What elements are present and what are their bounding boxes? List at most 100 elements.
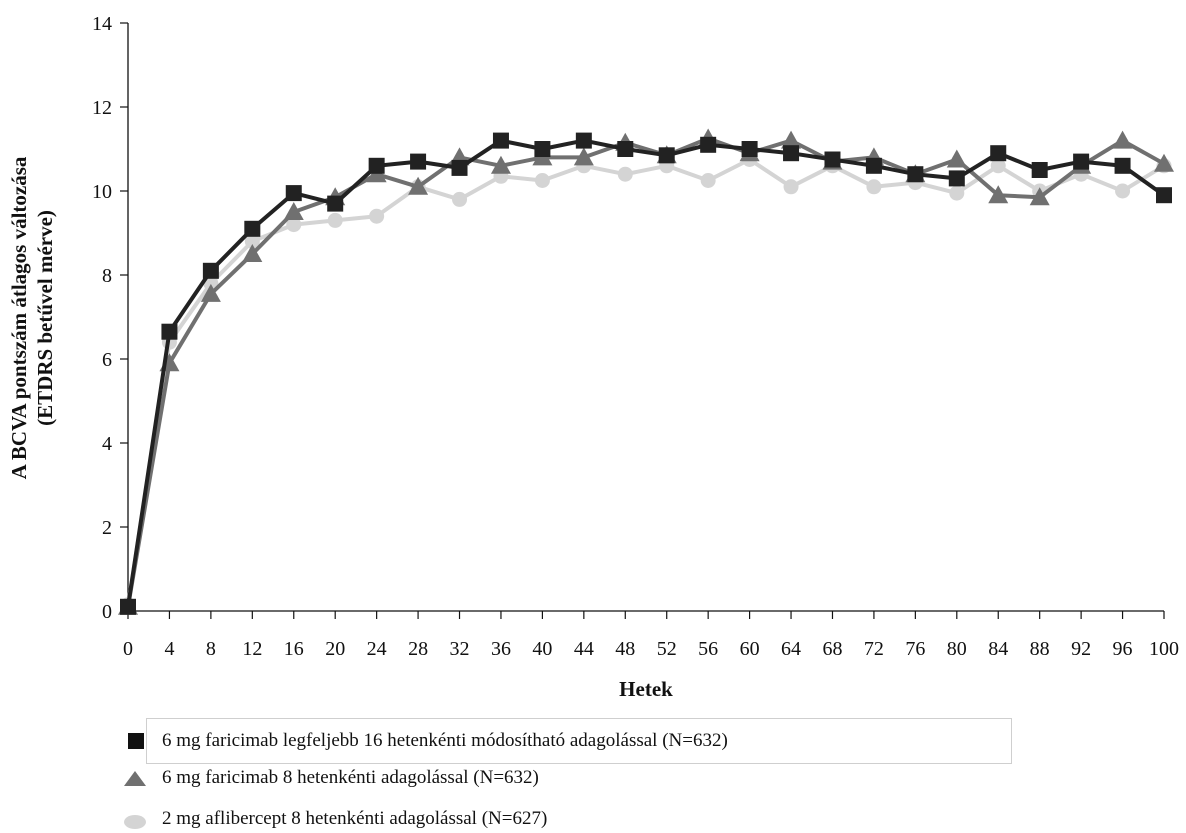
data-point	[490, 155, 511, 174]
data-point	[244, 220, 261, 237]
data-point	[244, 233, 260, 249]
data-point	[907, 166, 924, 183]
data-point	[990, 145, 1007, 162]
x-tick-label: 92	[1071, 638, 1091, 660]
data-point	[781, 130, 802, 149]
x-tick-label: 72	[864, 638, 884, 660]
x-tick-label: 48	[615, 638, 635, 660]
y-axis-ticks: 0 2 4 6 8 10 12 14	[92, 13, 128, 623]
data-point	[658, 147, 675, 164]
data-point	[783, 179, 799, 195]
y-tick-label: 0	[102, 601, 112, 623]
x-tick-label: 20	[325, 638, 345, 660]
x-axis-ticks: 0 4 8 12 16 20 24 28 32 36 40 44 48 52 56 60 64 68 72 76 80 8…	[123, 611, 1179, 660]
data-point	[452, 191, 468, 207]
data-point	[948, 170, 965, 187]
legend-item-faricimab-8w: 6 mg faricimab 8 hetenkénti adagolással …	[122, 764, 539, 792]
circle-marker-icon	[124, 815, 146, 829]
axes	[127, 23, 1164, 612]
data-point	[120, 598, 136, 615]
y-tick-label: 4	[102, 433, 112, 455]
x-tick-label: 96	[1113, 638, 1133, 660]
y-tick-label: 6	[102, 349, 112, 371]
data-point	[700, 136, 717, 153]
y-tick-label: 10	[92, 181, 112, 203]
data-point	[741, 141, 758, 157]
data-point	[451, 159, 468, 176]
data-point	[865, 157, 882, 174]
legend-item-faricimab-16w: 6 mg faricimab legfeljebb 16 hetenkénti …	[122, 727, 728, 755]
x-tick-label: 32	[450, 638, 470, 660]
x-tick-label: 40	[532, 638, 552, 660]
data-point	[1112, 130, 1133, 149]
data-point	[1115, 183, 1131, 199]
series-line	[126, 138, 1166, 608]
y-axis-title-line-1: A BCVA pontszám átlagos változása	[7, 156, 31, 479]
x-tick-label: 64	[781, 638, 801, 660]
x-tick-label: 52	[657, 638, 677, 660]
data-point	[783, 145, 800, 162]
data-point	[946, 149, 967, 168]
x-tick-label: 24	[367, 638, 387, 660]
data-point	[283, 202, 304, 220]
series-line	[126, 136, 1165, 608]
x-tick-label: 56	[698, 638, 718, 660]
data-point	[285, 185, 302, 202]
x-tick-label: 68	[822, 638, 842, 660]
data-point	[286, 217, 302, 233]
data-point	[534, 173, 550, 188]
data-point	[575, 132, 592, 149]
y-axis-title: A BCVA pontszám átlagos változása (ETDRS…	[7, 156, 57, 479]
y-axis-title-line-2: (ETDRS betűvel mérve)	[33, 210, 57, 426]
plot-area	[118, 128, 1174, 615]
legend-box	[146, 718, 1012, 764]
data-point	[617, 141, 634, 157]
legend-item-aflibercept-8w: 2 mg aflibercept 8 hetenkénti adagolássa…	[122, 805, 547, 833]
legend-label: 2 mg aflibercept 8 hetenkénti adagolássa…	[162, 808, 548, 829]
data-point	[1156, 187, 1172, 204]
data-point	[573, 147, 594, 166]
data-point	[368, 157, 385, 174]
legend-label: 6 mg faricimab 8 hetenkénti adagolással …	[162, 767, 539, 788]
x-tick-label: 4	[164, 638, 174, 660]
triangle-marker-icon	[124, 771, 146, 786]
data-point	[492, 132, 509, 149]
data-point	[202, 262, 219, 279]
data-point	[866, 179, 882, 195]
data-point	[824, 151, 841, 168]
x-axis-title: Hetek	[619, 677, 673, 701]
x-tick-label: 76	[905, 638, 925, 660]
y-tick-label: 8	[102, 265, 112, 287]
series-line	[126, 157, 1166, 606]
data-point	[617, 166, 633, 182]
square-marker-icon	[128, 733, 144, 749]
x-tick-label: 60	[740, 638, 760, 660]
x-tick-label: 12	[242, 638, 262, 660]
x-tick-label: 28	[408, 638, 428, 660]
data-point	[1073, 153, 1090, 170]
x-tick-label: 44	[574, 638, 594, 660]
x-tick-label: 80	[947, 638, 967, 660]
series-triangle	[118, 128, 1174, 615]
data-point	[1114, 157, 1131, 174]
series-square	[120, 132, 1172, 615]
data-point	[327, 212, 343, 228]
x-tick-label: 100	[1149, 638, 1179, 660]
data-point	[242, 244, 263, 262]
x-tick-label: 84	[988, 638, 1008, 660]
y-tick-label: 12	[92, 97, 112, 119]
data-point	[700, 173, 716, 188]
legend-label: 6 mg faricimab legfeljebb 16 hetenkénti …	[162, 730, 728, 751]
y-tick-label: 14	[92, 13, 112, 35]
data-point	[1029, 187, 1050, 206]
x-tick-label: 16	[284, 638, 304, 660]
x-tick-label: 0	[123, 638, 133, 660]
data-point	[200, 283, 221, 302]
data-point	[949, 185, 965, 201]
data-point	[369, 208, 385, 224]
data-point	[410, 153, 427, 170]
x-tick-label: 36	[491, 638, 511, 660]
data-point	[408, 176, 429, 195]
x-tick-label: 8	[206, 638, 216, 660]
